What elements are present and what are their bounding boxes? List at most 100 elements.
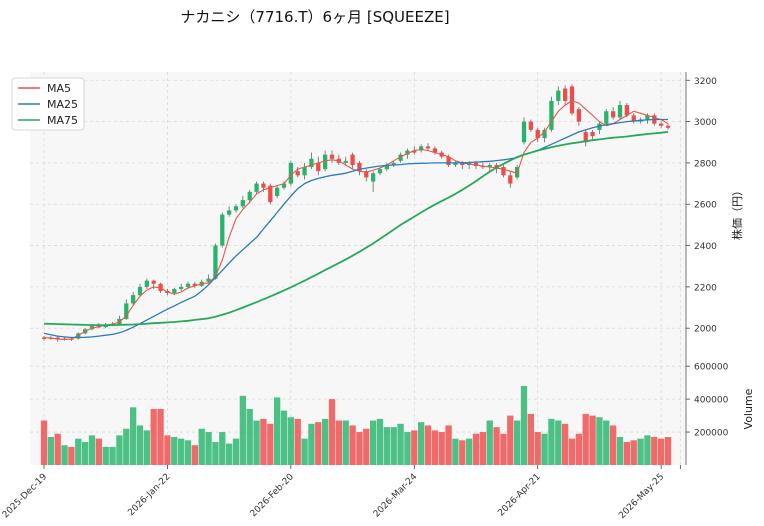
candle-body [549,100,554,130]
volume-bar [68,446,75,465]
volume-bar [534,432,541,465]
candle-body [233,206,239,211]
volume-bar [479,432,487,465]
candle-body [323,154,328,170]
volume-bar [260,418,267,465]
volume-bar [616,437,624,465]
volume-bar [219,432,226,465]
candle-body [665,125,671,128]
volume-bar [465,438,473,465]
candle-body [247,191,252,201]
volume-bar [253,420,260,465]
volume-bar [651,437,658,465]
x-tick-label: 2026-May-25 [617,472,666,521]
candle-body [645,115,650,120]
price-tick-label: 2200 [694,283,717,293]
volume-bar [369,420,377,465]
x-tick-label: 2026-Feb-20 [249,472,296,519]
candle-body [261,183,266,188]
volume-bar [390,427,397,465]
volume-bar [493,427,500,465]
volume-bar [438,432,445,465]
price-tick-label: 3000 [694,118,717,128]
volume-bar [548,418,555,465]
candle-body [583,131,588,143]
volume-bar [349,425,356,465]
candle-body [275,187,280,196]
x-tick-label: 2025-Dec-19 [1,472,49,520]
ma-line-ma75 [43,131,669,327]
candle-body [206,278,211,282]
candle-body [172,288,177,294]
candle-body [604,111,609,124]
candle-body [480,166,485,168]
volume-bar [356,432,363,465]
candle-body [254,183,259,192]
volume-bar [287,417,295,465]
candle-body [419,146,424,151]
volume-bar [239,395,247,465]
candle-body [563,88,568,101]
candle-body [151,280,156,284]
candle-body [528,121,533,130]
volume-tick-label: 200000 [694,429,729,439]
volume-bar [500,433,507,465]
candle-body [391,162,396,165]
candle-body [542,129,547,139]
x-tick-label: 2026-Apr-21 [496,472,542,518]
candle-body [137,286,143,296]
volume-bar [424,425,432,465]
volume-bar [513,420,521,465]
candle-body [384,164,389,170]
candle-body [103,325,108,328]
candle-body [659,123,664,126]
candle-body [425,146,431,149]
volume-bar [623,441,631,465]
candle-body [124,303,129,319]
volume-bar [184,440,192,465]
volume-bar [520,385,528,465]
candle-body [405,150,410,155]
volume-bar [198,428,205,465]
volume-bar [664,437,672,465]
volume-bar [143,430,151,465]
candle-body [576,109,581,122]
candle-body [617,105,623,118]
volume-bar [603,420,610,465]
candle-body [41,337,47,339]
candle-body [521,121,527,143]
price-tick-label: 2000 [694,325,717,335]
volume-bar [116,435,123,465]
volume-bar [315,422,322,465]
volume-bar [417,422,425,465]
candle-body [288,162,293,184]
legend-label: MA5 [47,82,71,95]
volume-bar [267,423,274,465]
candle-body [213,245,218,279]
candle-body [453,162,458,165]
volume-bar [40,420,48,465]
candle-body [535,129,540,139]
candle-body [192,283,197,286]
x-tick-label: 2026-Mar-24 [372,472,420,520]
candle-body [446,156,451,165]
candle-body [144,280,149,287]
volume-bar [486,420,493,465]
candle-body [624,105,629,116]
volume-bar [308,423,315,465]
price-tick-label: 2400 [694,242,717,252]
candle-body [350,154,355,165]
volume-bar [61,445,68,465]
candle-body [508,175,513,184]
volume-bar [609,425,617,465]
price-panel-bg [30,72,686,353]
price-axis-label: 株価（円） [730,185,744,240]
volume-bar [404,432,411,465]
volume-bar [582,413,589,465]
volume-bar [541,433,548,465]
volume-bar [575,433,583,465]
candle-body [179,286,184,289]
price-tick-label: 3200 [694,77,717,87]
